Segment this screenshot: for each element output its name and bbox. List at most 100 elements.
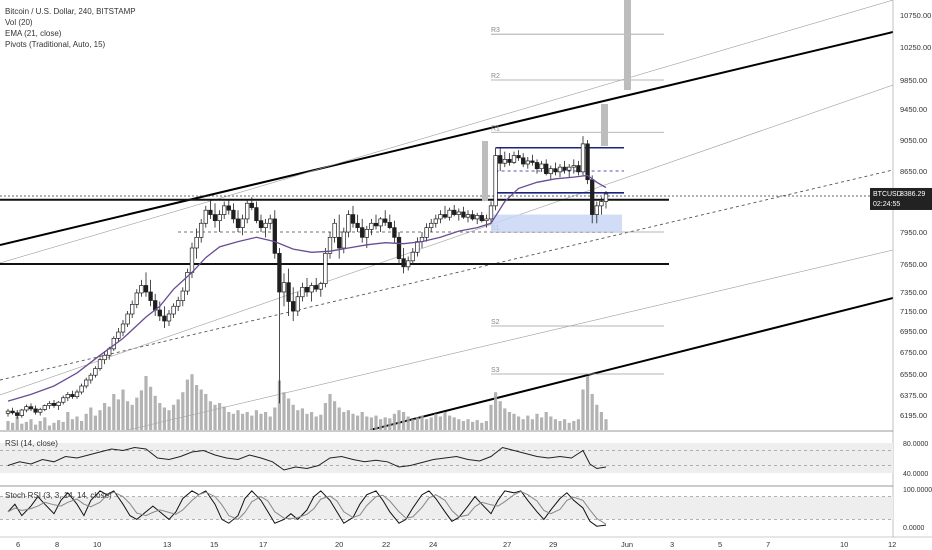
time-tick-label: Jun <box>621 540 633 549</box>
candle-body <box>10 410 15 414</box>
volume-bar <box>112 394 116 430</box>
candle-body <box>125 313 130 325</box>
time-tick-label: 29 <box>549 540 557 549</box>
price-tick-label: 7650.00 <box>900 260 927 269</box>
volume-bar <box>185 379 189 430</box>
candle-body <box>272 218 277 254</box>
candle-body <box>61 397 66 403</box>
candle-body <box>479 215 484 222</box>
candle-body <box>369 222 374 230</box>
time-tick-label: 24 <box>429 540 437 549</box>
volume-bar <box>80 421 84 430</box>
candle-body <box>19 409 24 416</box>
volume-bar <box>563 419 567 430</box>
candle-body <box>507 159 512 163</box>
candle-body <box>79 385 84 393</box>
volume-bar <box>572 421 576 430</box>
candle-body <box>364 229 369 238</box>
candle-body <box>166 313 172 322</box>
candle-body <box>424 227 429 238</box>
volume-bar <box>268 416 272 430</box>
pivot-label-s3: S3 <box>491 367 500 374</box>
candle-body <box>337 236 342 249</box>
candle-body <box>452 209 457 215</box>
channel-line-1 <box>0 31 893 246</box>
stoch-band <box>0 496 893 520</box>
candle-body <box>139 285 144 294</box>
pivot-label-s2: S2 <box>491 319 500 326</box>
candle-body <box>74 391 80 398</box>
volume-bar <box>549 416 553 430</box>
candle-body <box>511 155 517 163</box>
volume-bar <box>300 408 304 430</box>
volume-bar <box>66 412 70 430</box>
volume-bar <box>126 401 130 430</box>
candle-body <box>97 359 103 369</box>
volume-bar <box>466 419 470 430</box>
volume-bar <box>415 417 419 430</box>
candle-body <box>433 218 438 224</box>
volume-bar <box>254 410 258 430</box>
candle-body <box>42 405 47 410</box>
candle-body <box>318 283 323 290</box>
channel-line-6 <box>369 297 893 430</box>
volume-bar <box>222 406 226 430</box>
ema-line <box>7 174 607 402</box>
volume-bar <box>553 419 557 430</box>
candle-body <box>291 301 296 312</box>
volume-bar <box>287 398 291 430</box>
volume-bar <box>434 413 438 430</box>
candle-body <box>70 394 75 398</box>
candle-body <box>544 163 549 174</box>
candle-body <box>199 222 204 238</box>
volume-bar <box>314 416 318 430</box>
volume-bar <box>512 413 516 430</box>
volume-bar <box>204 394 208 430</box>
volume-bar <box>604 419 608 430</box>
volume-bar <box>11 422 15 430</box>
volume-bar <box>61 421 65 430</box>
volume-bar <box>586 376 590 430</box>
volume-bar <box>599 412 603 430</box>
candle-body <box>15 412 20 416</box>
candle-body <box>277 252 282 293</box>
candle-body <box>226 205 231 211</box>
volume-bar <box>181 392 185 430</box>
volume-bar <box>489 404 493 430</box>
candle-body <box>56 401 61 406</box>
volume-bar <box>420 415 424 430</box>
volume-bar <box>167 410 171 430</box>
candle-body <box>590 179 595 215</box>
time-tick-label: 17 <box>259 540 267 549</box>
candle-body <box>189 247 195 273</box>
candle-body <box>28 406 34 410</box>
volume-bar <box>282 392 286 430</box>
candle-body <box>373 222 379 227</box>
volume-bar <box>153 395 157 430</box>
chart-legend: Bitcoin / U.S. Dollar, 240, BITSTAMP Vol… <box>5 6 136 50</box>
candle-body <box>401 258 406 268</box>
candle-body <box>562 166 567 171</box>
price-tick-label: 7150.00 <box>900 307 927 316</box>
candle-body <box>332 222 337 238</box>
time-tick-label: 3 <box>670 540 674 549</box>
volume-bar <box>411 419 415 430</box>
candle-body <box>300 286 305 298</box>
volume-bar <box>448 415 452 430</box>
candle-body <box>470 214 475 220</box>
candle-body <box>240 218 245 228</box>
candle-body <box>567 166 572 171</box>
price-tick-label: 6950.00 <box>900 327 927 336</box>
candle-body <box>143 285 149 293</box>
volume-bar <box>544 412 548 430</box>
candle-body <box>268 218 273 224</box>
candle-body <box>392 227 397 238</box>
volume-bar <box>135 397 139 430</box>
volume-bar <box>47 425 51 430</box>
candle-body <box>456 211 461 215</box>
candle-body <box>576 165 581 173</box>
time-tick-label: 20 <box>335 540 343 549</box>
rsi-line <box>7 446 607 471</box>
volume-bar <box>590 394 594 430</box>
